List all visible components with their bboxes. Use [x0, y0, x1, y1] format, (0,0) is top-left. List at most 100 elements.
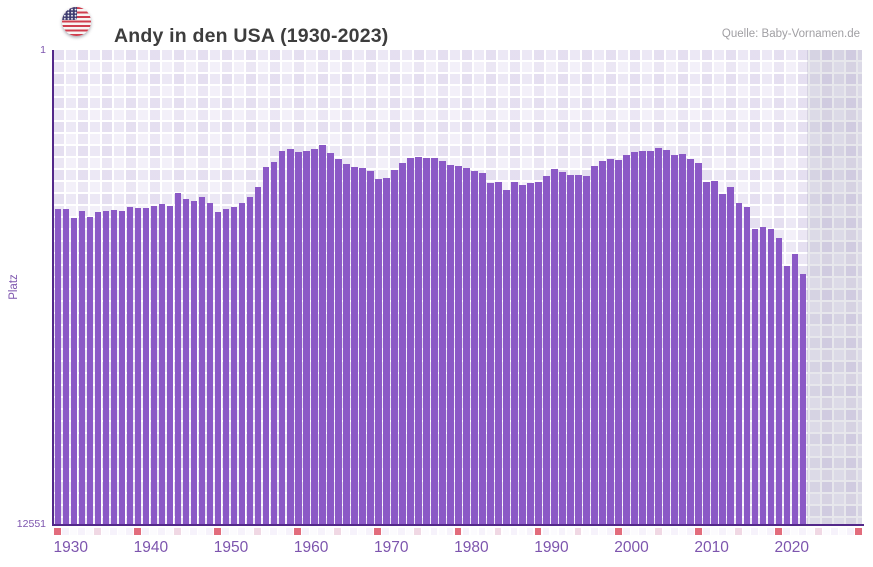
- bar-1951[interactable]: [222, 209, 230, 525]
- bar-1968[interactable]: [359, 168, 366, 525]
- bar-2014[interactable]: [727, 187, 735, 525]
- bar-1981[interactable]: [463, 168, 470, 525]
- strip-cell-2014: [726, 527, 734, 535]
- bar-1985[interactable]: [495, 182, 502, 525]
- bar-1942[interactable]: [150, 206, 158, 525]
- bar-1964[interactable]: [326, 153, 334, 525]
- bar-1933[interactable]: [78, 211, 86, 525]
- bar-1963[interactable]: [318, 145, 326, 525]
- bar-2003[interactable]: [639, 151, 646, 525]
- bar-1932[interactable]: [70, 218, 78, 525]
- bar-2017[interactable]: [751, 229, 759, 525]
- bar-1948[interactable]: [198, 197, 206, 525]
- bar-2008[interactable]: [679, 154, 687, 525]
- bar-2005[interactable]: [655, 148, 662, 525]
- bar-1978[interactable]: [439, 161, 446, 525]
- bar-1976[interactable]: [423, 158, 430, 525]
- bar-1960[interactable]: [294, 152, 302, 525]
- bar-1971[interactable]: [383, 178, 390, 525]
- bar-2001[interactable]: [623, 155, 630, 525]
- bar-1982[interactable]: [471, 171, 478, 525]
- bar-1936[interactable]: [102, 211, 110, 525]
- bar-2013[interactable]: [719, 194, 727, 525]
- bar-1987[interactable]: [511, 182, 518, 525]
- bar-1938[interactable]: [118, 211, 126, 525]
- bar-2015[interactable]: [735, 203, 743, 525]
- bar-2011[interactable]: [703, 182, 711, 525]
- bar-1944[interactable]: [166, 205, 174, 525]
- bar-2007[interactable]: [671, 155, 678, 525]
- bar-1962[interactable]: [310, 149, 318, 525]
- bar-1974[interactable]: [407, 158, 414, 525]
- bar-1945[interactable]: [174, 193, 182, 525]
- bar-1930[interactable]: [54, 209, 62, 525]
- bar-1965[interactable]: [334, 159, 342, 525]
- bar-1973[interactable]: [399, 163, 406, 525]
- bar-1996[interactable]: [583, 176, 590, 525]
- bar-1954[interactable]: [246, 197, 254, 525]
- bar-2023[interactable]: [799, 273, 807, 525]
- bar-1966[interactable]: [342, 164, 350, 525]
- bar-1947[interactable]: [190, 201, 198, 525]
- y-axis-line: [52, 50, 54, 526]
- bar-1980[interactable]: [455, 166, 462, 525]
- bar-2016[interactable]: [743, 207, 751, 525]
- bar-1952[interactable]: [230, 207, 238, 525]
- bar-2000[interactable]: [615, 160, 622, 525]
- bar-1992[interactable]: [551, 169, 558, 525]
- bar-2002[interactable]: [631, 152, 638, 525]
- bar-2010[interactable]: [695, 163, 703, 525]
- bar-1955[interactable]: [254, 187, 262, 525]
- bar-1997[interactable]: [591, 166, 598, 525]
- bar-2006[interactable]: [663, 150, 670, 525]
- bar-1931[interactable]: [62, 209, 70, 525]
- bar-2018[interactable]: [759, 227, 767, 525]
- bar-1989[interactable]: [527, 183, 534, 525]
- bar-1990[interactable]: [535, 182, 542, 525]
- bar-2009[interactable]: [687, 159, 695, 525]
- bar-2004[interactable]: [647, 151, 654, 525]
- bar-1986[interactable]: [503, 190, 510, 525]
- bar-1950[interactable]: [214, 212, 222, 525]
- bar-1939[interactable]: [126, 207, 134, 525]
- bar-1991[interactable]: [543, 176, 550, 525]
- bar-1994[interactable]: [567, 175, 574, 525]
- strip-cell-1982: [470, 527, 478, 535]
- bar-1969[interactable]: [367, 171, 374, 525]
- bar-1977[interactable]: [431, 158, 438, 525]
- bar-2020[interactable]: [775, 238, 783, 525]
- bar-1967[interactable]: [350, 167, 358, 525]
- bar-1998[interactable]: [599, 161, 606, 525]
- bar-1953[interactable]: [238, 203, 246, 525]
- plot-area[interactable]: [54, 50, 862, 525]
- bar-1999[interactable]: [607, 159, 614, 525]
- bar-1949[interactable]: [206, 202, 214, 525]
- bar-2021[interactable]: [783, 266, 791, 525]
- bar-2012[interactable]: [711, 180, 719, 525]
- bar-1937[interactable]: [110, 210, 118, 525]
- bar-2022[interactable]: [791, 253, 799, 525]
- bar-1940[interactable]: [134, 208, 142, 525]
- bar-1934[interactable]: [86, 217, 94, 525]
- bar-1983[interactable]: [479, 173, 486, 525]
- bar-1984[interactable]: [487, 183, 494, 525]
- bar-1946[interactable]: [182, 199, 190, 525]
- bar-1941[interactable]: [142, 208, 150, 525]
- bar-1958[interactable]: [278, 151, 286, 525]
- bar-2019[interactable]: [767, 229, 775, 525]
- bar-1993[interactable]: [559, 172, 566, 525]
- bar-1979[interactable]: [447, 165, 454, 525]
- bar-1959[interactable]: [286, 149, 294, 525]
- bar-1970[interactable]: [375, 179, 382, 525]
- y-axis-title: Platz: [8, 274, 20, 300]
- bar-1961[interactable]: [302, 151, 310, 525]
- bar-1972[interactable]: [391, 170, 398, 525]
- bar-1957[interactable]: [270, 162, 278, 525]
- bar-1935[interactable]: [94, 212, 102, 525]
- bar-1975[interactable]: [415, 157, 422, 525]
- bar-1943[interactable]: [158, 204, 166, 525]
- bar-1995[interactable]: [575, 175, 582, 525]
- bar-1956[interactable]: [262, 167, 270, 525]
- strip-cell-2025: [815, 527, 822, 535]
- bar-1988[interactable]: [519, 185, 526, 525]
